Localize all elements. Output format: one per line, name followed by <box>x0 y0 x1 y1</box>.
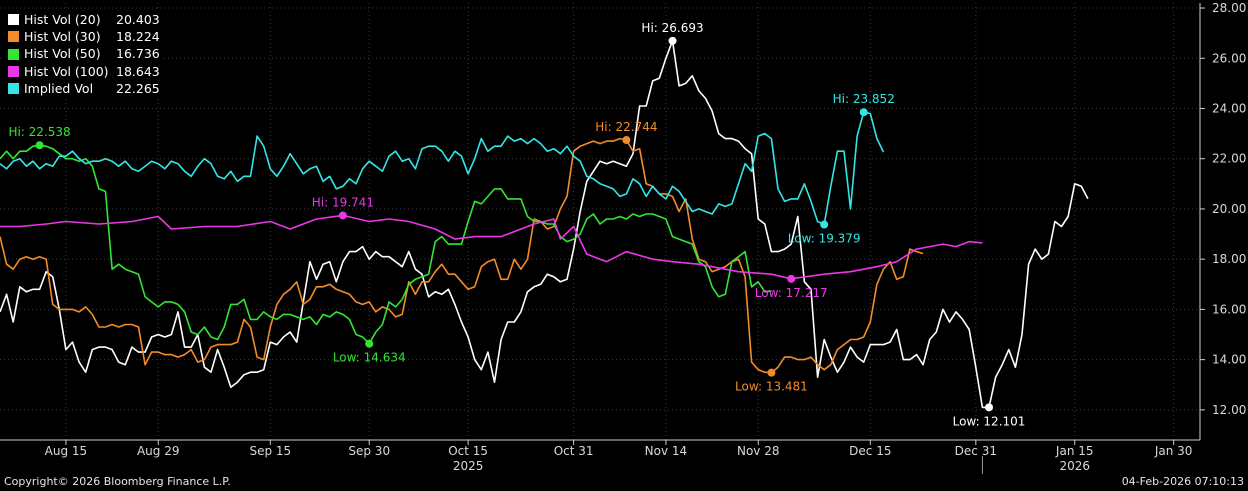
legend-series-value: 20.403 <box>116 12 160 27</box>
legend-series-name: Hist Vol (30) <box>24 29 101 45</box>
legend-series-name: Implied Vol <box>24 80 94 96</box>
legend-swatch <box>8 48 19 60</box>
annotation-marker <box>787 274 796 283</box>
annotation-marker <box>767 368 776 377</box>
annotation-label: Hi: 26.693 <box>641 21 703 35</box>
annotation-label: Low: 14.634 <box>333 351 406 365</box>
legend-series-name: Hist Vol (100) <box>24 63 109 79</box>
legend: Hist Vol (20) 20.403 Hist Vol (30) 18.224 Hi… <box>4 10 164 100</box>
legend-series-value: 18.224 <box>116 29 160 45</box>
annotation-label: Low: 17.217 <box>755 286 828 300</box>
x-tick-label: Sep 30 <box>348 444 390 458</box>
legend-item: Hist Vol (30) 18.224 <box>8 28 160 45</box>
x-tick-label: Dec 31 <box>955 444 997 458</box>
y-tick-label: 14.00 <box>1212 353 1246 367</box>
x-tick-label: Sep 15 <box>249 444 291 458</box>
x-tick-label: Oct 15 <box>448 444 488 458</box>
legend-item: Hist Vol (20) 20.403 <box>8 11 160 28</box>
legend-series-name: Hist Vol (50) <box>24 46 101 62</box>
annotation-label: Low: 12.101 <box>953 414 1026 428</box>
legend-item: Implied Vol 22.265 <box>8 80 160 97</box>
x-tick-label: Jan 30 <box>1154 444 1193 458</box>
legend-series-value: 18.643 <box>116 63 160 79</box>
legend-item: Hist Vol (50) 16.736 <box>8 45 160 62</box>
y-tick-label: 26.00 <box>1212 51 1246 65</box>
x-tick-label: Aug 15 <box>45 444 88 458</box>
annotation-label: Hi: 22.538 <box>8 125 70 139</box>
legend-swatch <box>8 82 19 94</box>
copyright-text: Copyright© 2026 Bloomberg Finance L.P. <box>4 475 231 488</box>
x-year-label: 2026 <box>1059 459 1090 473</box>
x-tick-label: Nov 14 <box>645 444 688 458</box>
x-year-label: 2025 <box>453 459 484 473</box>
y-tick-label: 22.00 <box>1212 152 1246 166</box>
annotation-marker <box>668 36 677 45</box>
annotation-marker <box>985 403 994 412</box>
y-tick-label: 20.00 <box>1212 202 1246 216</box>
x-tick-label: Oct 31 <box>554 444 594 458</box>
annotation-marker <box>35 141 44 150</box>
x-tick-label: Dec 15 <box>849 444 891 458</box>
y-tick-label: 18.00 <box>1212 252 1246 266</box>
series-line-hist-vol-20 <box>0 40 1089 409</box>
annotation-label: Low: 19.379 <box>788 232 861 246</box>
annotation-label: Low: 13.481 <box>735 380 808 394</box>
y-tick-label: 28.00 <box>1212 1 1246 15</box>
legend-series-name: Hist Vol (20) <box>24 12 101 27</box>
annotation-marker <box>338 211 347 220</box>
x-tick-label: Aug 29 <box>137 444 180 458</box>
annotation-label: Hi: 23.852 <box>833 92 895 106</box>
x-tick-label: Jan 15 <box>1055 444 1094 458</box>
legend-swatch <box>8 65 19 77</box>
legend-item: Hist Vol (100) 18.643 <box>8 63 160 80</box>
legend-series-value: 16.736 <box>116 46 160 62</box>
y-tick-label: 24.00 <box>1212 101 1246 115</box>
legend-series-value: 22.265 <box>116 80 160 96</box>
annotation-label: Hi: 22.744 <box>595 120 657 134</box>
series-line-hist-vol-100 <box>0 214 983 280</box>
y-tick-label: 12.00 <box>1212 403 1246 417</box>
annotation-marker <box>622 136 631 145</box>
x-tick-label: Nov 28 <box>737 444 780 458</box>
annotation-label: Hi: 19.741 <box>312 195 374 209</box>
series-line-implied-vol <box>0 111 885 226</box>
y-tick-label: 16.00 <box>1212 302 1246 316</box>
legend-swatch <box>8 31 19 43</box>
series-line-hist-vol-50 <box>0 144 772 345</box>
annotation-marker <box>859 108 868 117</box>
timestamp-text: 04-Feb-2026 07:10:13 <box>1121 475 1244 488</box>
legend-swatch <box>8 14 19 26</box>
annotation-marker <box>820 220 829 229</box>
annotation-marker <box>365 339 374 348</box>
